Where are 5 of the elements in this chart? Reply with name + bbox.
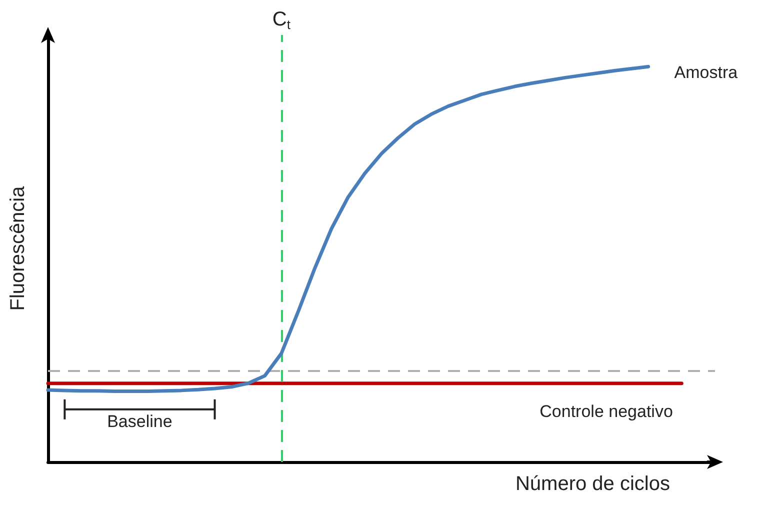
series-label: Controle negativo (540, 402, 673, 421)
annotation: Baseline (107, 412, 172, 432)
y-axis-title: Fluorescência (7, 185, 29, 311)
series-label: Amostra (674, 63, 738, 82)
x-axis-title: Número de ciclos (515, 473, 670, 495)
